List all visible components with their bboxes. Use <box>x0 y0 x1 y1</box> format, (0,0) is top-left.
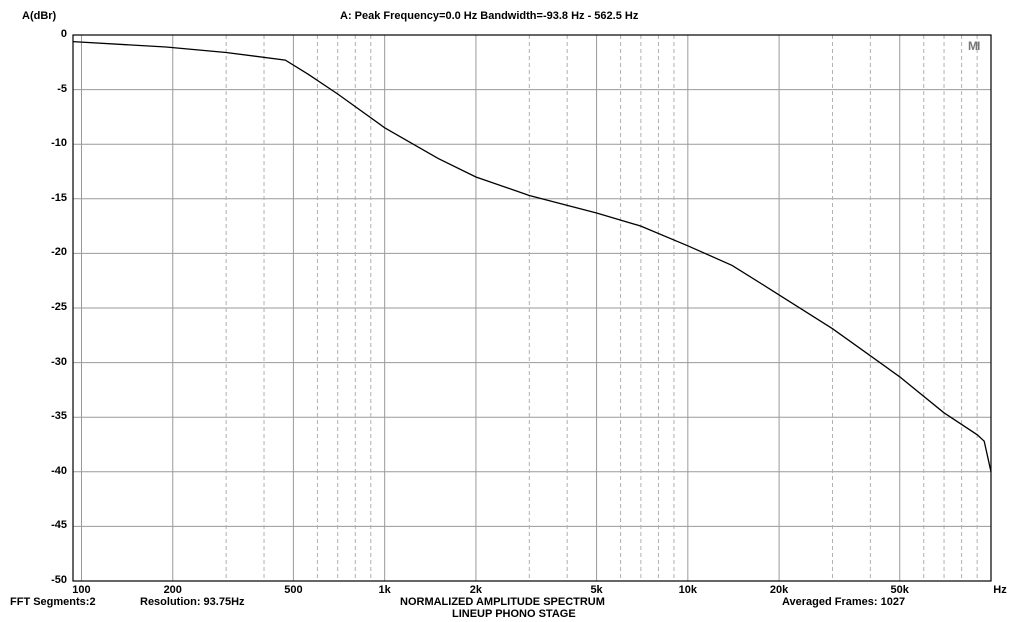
x-tick-label: 500 <box>284 584 303 596</box>
x-tick-label: 2k <box>469 584 483 596</box>
y-tick-label: -20 <box>51 246 67 259</box>
x-tick-label: 50k <box>890 584 909 596</box>
y-tick-label: -50 <box>51 574 67 586</box>
fft-segments-label: FFT Segments:2 <box>10 596 96 608</box>
x-tick-label: 100 <box>72 584 91 596</box>
y-tick-label: -10 <box>51 137 67 150</box>
resolution-label: Resolution: 93.75Hz <box>140 596 245 608</box>
chart-subtitle-1: NORMALIZED AMPLITUDE SPECTRUM <box>400 596 605 608</box>
x-tick-label: 5k <box>590 584 603 596</box>
y-axis-label: A(dBr) <box>22 10 57 22</box>
watermark-logo: MI <box>968 39 980 53</box>
x-tick-label: 20k <box>769 584 789 596</box>
chart-subtitle-2: LINEUP PHONO STAGE <box>452 608 576 620</box>
y-tick-label: -25 <box>51 301 67 313</box>
x-tick-label: 10k <box>678 584 697 596</box>
y-tick-label: -15 <box>51 191 67 204</box>
series-line-0 <box>72 40 992 472</box>
x-tick-label: 200 <box>163 584 182 596</box>
y-tick-label: -35 <box>51 410 67 423</box>
y-tick-label: -30 <box>51 355 67 368</box>
plot-frame <box>72 34 992 582</box>
y-tick-label: -45 <box>51 519 67 532</box>
averaged-frames-label: Averaged Frames: 1027 <box>782 596 906 608</box>
chart-title: A: Peak Frequency=0.0 Hz Bandwidth=-93.8… <box>340 10 639 22</box>
y-tick-label: -40 <box>51 464 67 477</box>
y-tick-label: 0 <box>60 28 67 40</box>
x-tick-label: Hz <box>993 584 1007 596</box>
y-tick-label: -5 <box>57 82 67 95</box>
x-tick-label: 1k <box>378 584 391 596</box>
